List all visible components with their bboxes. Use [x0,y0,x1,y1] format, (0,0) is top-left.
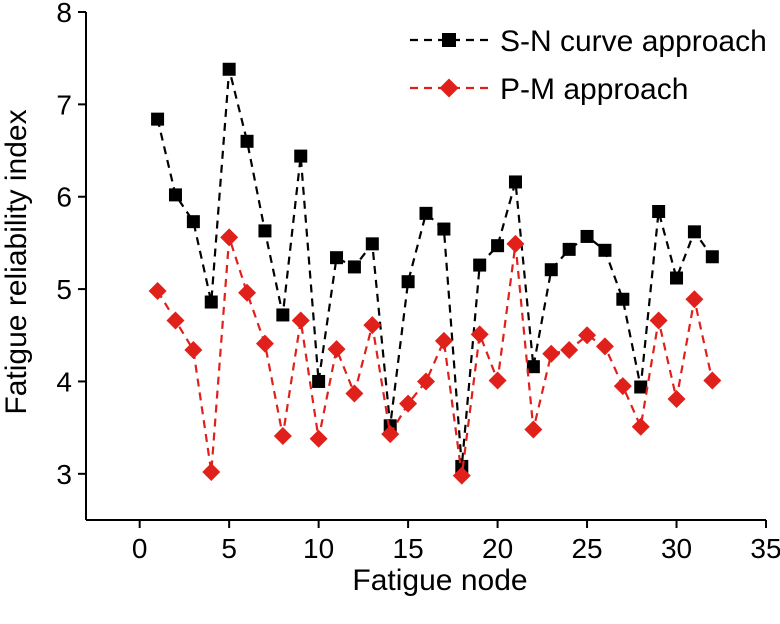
series-point [524,420,543,439]
series-point [381,425,400,444]
series-point [562,242,576,256]
legend-item: P-M approach [410,73,688,106]
series-point [580,229,594,243]
series-point [613,377,632,396]
series-point [273,426,292,445]
legend-label: P-M approach [500,73,688,106]
series-point [488,371,507,390]
series-point [291,311,310,330]
series-point [578,326,597,345]
y-tick-label: 6 [56,182,72,213]
y-tick-label: 3 [56,459,72,490]
series-point [634,380,648,394]
y-axis-title: Fatigue reliability index [0,109,33,414]
series-point [151,112,165,126]
series-point [148,281,167,300]
series-point [240,134,254,148]
series-point [652,205,666,219]
legend-label: S-N curve approach [500,25,767,58]
series-point [276,308,290,322]
series-point [309,429,328,448]
series-line [156,237,714,476]
series-point [220,228,239,247]
series-point [419,206,433,220]
series-point [631,417,650,436]
series-point [330,251,344,265]
x-tick-label: 15 [393,533,424,564]
series-1 [151,62,719,473]
x-axis-title: Fatigue node [352,564,527,597]
series-point [598,243,612,257]
series-point [473,258,487,272]
series-point [526,360,540,374]
legend: S-N curve approach P-M approach [410,25,767,106]
series-point [417,372,435,391]
x-ticks: 0 5 10 15 20 25 30 35 [132,520,780,564]
series-point [401,275,415,289]
series-point [186,215,200,229]
x-tick-label: 5 [221,533,237,564]
x-tick-label: 30 [661,533,692,564]
series-point [703,371,722,390]
series-point [312,374,326,388]
series-point [595,337,614,356]
series-point [166,311,185,330]
series-point [439,78,459,98]
series-point [365,237,379,251]
series-point [649,311,668,330]
series-point [437,222,451,236]
series-point [345,384,364,403]
series-point [399,394,418,413]
series-point [705,250,719,264]
series-line [156,69,714,467]
series-point [470,325,489,344]
x-tick-label: 0 [132,533,148,564]
series-point [434,331,453,350]
series-point [238,283,257,302]
x-tick-label: 10 [303,533,334,564]
series-2 [148,228,722,485]
series-point [202,462,221,481]
x-tick-label: 35 [750,533,780,564]
series-point [667,390,686,409]
series-point [455,459,469,473]
y-tick-label: 8 [56,0,72,28]
series-point [491,239,505,253]
series-point [685,290,704,309]
legend-item: S-N curve approach [410,25,767,58]
series-point [560,341,579,360]
series-point [508,175,522,189]
series-point [442,33,456,47]
series-point [255,334,274,353]
x-tick-label: 25 [571,533,602,564]
series-point [506,234,525,253]
series-point [184,341,203,360]
series-point [363,316,382,335]
series-point [327,340,346,359]
y-tick-label: 7 [56,89,72,120]
series-point [670,271,684,285]
series-point [294,149,308,163]
series-point [222,62,236,76]
series-point [168,188,182,202]
axes [85,12,766,521]
x-tick-label: 20 [482,533,513,564]
series-point [616,292,630,306]
series-point [542,344,561,363]
y-tick-label: 4 [56,366,72,397]
y-tick-label: 5 [56,274,72,305]
series-point [452,466,471,485]
series-point [544,263,558,277]
series-point [258,224,272,238]
series-point [687,225,701,239]
series-point [347,260,361,274]
series-layer [148,62,722,485]
y-ticks: 3 4 5 6 7 8 [56,0,86,490]
series-point [204,295,218,309]
